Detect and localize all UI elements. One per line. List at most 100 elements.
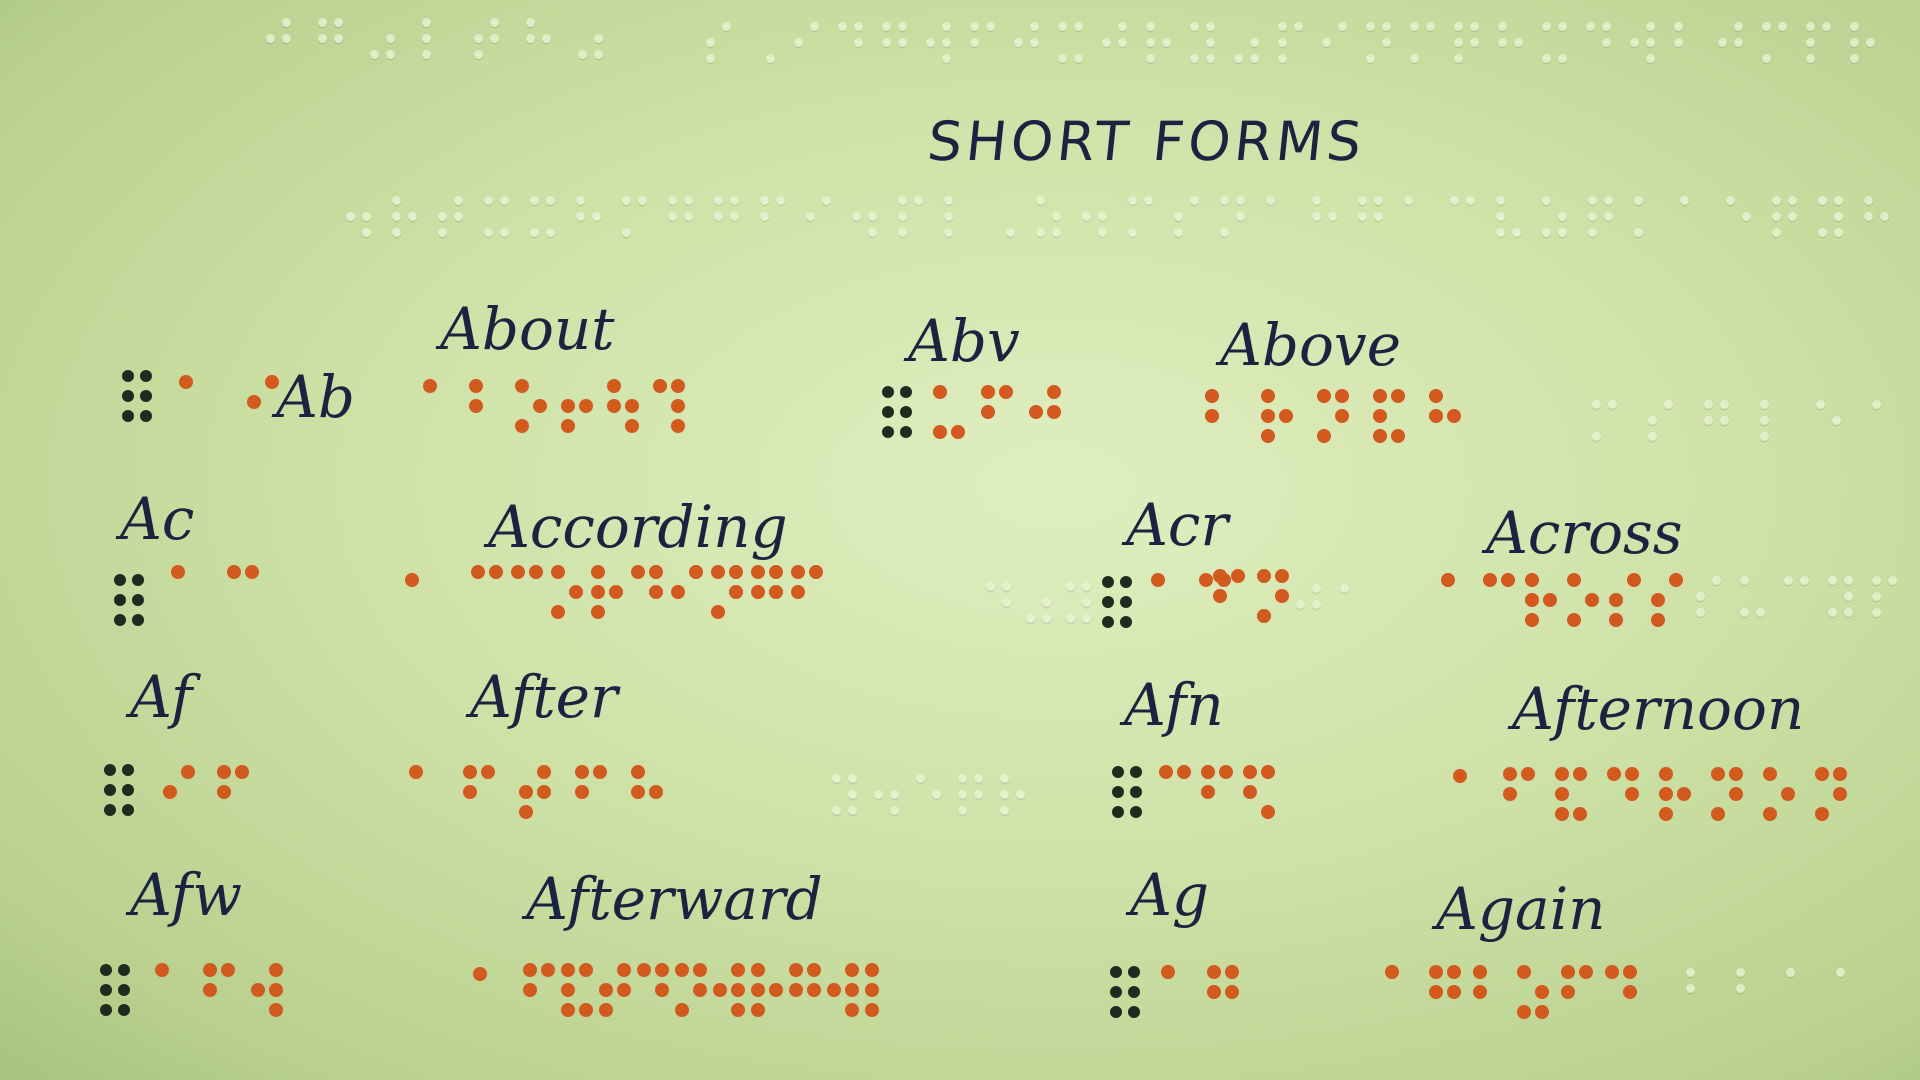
word-above: Above <box>1220 311 1402 379</box>
braille-dot <box>713 983 727 997</box>
prefix-dot <box>900 386 912 398</box>
embossed-dot <box>1685 967 1695 977</box>
embossed-dot <box>1805 53 1815 63</box>
embossed-dot <box>1453 53 1463 63</box>
embossed-dot <box>345 211 355 221</box>
braille-dot <box>1625 767 1639 781</box>
braille-dot <box>471 565 485 579</box>
embossed-dot <box>1805 21 1815 31</box>
braille-dot <box>1833 767 1847 781</box>
braille-dot <box>1525 573 1539 587</box>
embossed-dot <box>1495 227 1505 237</box>
braille-dot <box>1833 787 1847 801</box>
braille-dot <box>591 565 605 579</box>
embossed-dot <box>1073 53 1083 63</box>
embossed-dot <box>621 195 631 205</box>
embossed-dot <box>1685 983 1695 993</box>
embossed-dot <box>1205 37 1215 47</box>
embossed-dot <box>683 195 693 205</box>
braille-dot <box>1543 593 1557 607</box>
braille-dot <box>1573 767 1587 781</box>
embossed-dot <box>545 195 555 205</box>
braille-dot <box>251 983 265 997</box>
braille-dot <box>171 565 185 579</box>
embossed-dot <box>391 211 401 221</box>
braille-dot <box>1555 787 1569 801</box>
embossed-dot <box>941 53 951 63</box>
embossed-dot <box>265 33 275 43</box>
embossed-dot <box>407 211 417 221</box>
embossed-dot <box>421 49 431 59</box>
embossed-dot <box>545 227 555 237</box>
embossed-dot <box>1695 591 1705 601</box>
embossed-dot <box>1587 227 1597 237</box>
embossed-dot <box>1865 37 1875 47</box>
embossed-dot <box>1603 211 1613 221</box>
braille-dot <box>1659 807 1673 821</box>
embossed-dot <box>713 195 723 205</box>
braille-dot <box>599 983 613 997</box>
braille-dot <box>511 565 525 579</box>
prefix-dot <box>1102 596 1114 608</box>
embossed-dot <box>1633 227 1643 237</box>
embossed-dot <box>1799 575 1809 585</box>
braille-dot <box>1579 965 1593 979</box>
embossed-dot <box>1541 227 1551 237</box>
page-title: SHORT FORMS <box>924 110 1369 173</box>
braille-dot <box>951 425 965 439</box>
braille-dot <box>729 585 743 599</box>
prefix-dot <box>122 764 134 776</box>
braille-dot <box>1231 569 1245 583</box>
embossed-dot <box>1189 53 1199 63</box>
prefix-dot <box>114 574 126 586</box>
short-form-afn: Afn <box>1124 671 1224 739</box>
braille-dot <box>1151 573 1165 587</box>
braille-dot <box>751 585 765 599</box>
embossed-dot <box>1843 591 1853 601</box>
embossed-dot <box>973 789 983 799</box>
braille-dot <box>865 983 879 997</box>
braille-dot <box>1555 767 1569 781</box>
embossed-dot <box>637 195 647 205</box>
embossed-dot <box>897 21 907 31</box>
embossed-dot <box>1173 227 1183 237</box>
embossed-dot <box>1871 399 1881 409</box>
prefix-dot <box>1112 786 1124 798</box>
braille-dot <box>1669 573 1683 587</box>
embossed-dot <box>1673 21 1683 31</box>
embossed-dot <box>1833 195 1843 205</box>
embossed-dot <box>1703 415 1713 425</box>
prefix-dot <box>122 784 134 796</box>
embossed-dot <box>1311 195 1321 205</box>
embossed-dot <box>1357 211 1367 221</box>
prefix-dot <box>122 804 134 816</box>
word-across: Across <box>1486 499 1683 567</box>
embossed-dot <box>333 17 343 27</box>
prefix-dot <box>1120 616 1132 628</box>
embossed-dot <box>969 21 979 31</box>
embossed-dot <box>1777 21 1787 31</box>
prefix-dot <box>1110 966 1122 978</box>
prefix-dot <box>1128 966 1140 978</box>
braille-dot <box>533 399 547 413</box>
braille-dot <box>561 963 575 977</box>
braille-dot <box>1391 389 1405 403</box>
embossed-dot <box>897 195 907 205</box>
braille-dot <box>519 785 533 799</box>
embossed-dot <box>281 33 291 43</box>
prefix-dot <box>882 426 894 438</box>
embossed-dot <box>1647 431 1657 441</box>
embossed-dot <box>361 211 371 221</box>
short-form-abv: Abv <box>908 307 1020 375</box>
braille-dot <box>675 963 689 977</box>
short-form-acr: Acr <box>1126 491 1229 559</box>
embossed-dot <box>1295 599 1305 609</box>
prefix-dot <box>1130 786 1142 798</box>
embossed-dot <box>867 211 877 221</box>
prefix-dot <box>118 1004 130 1016</box>
embossed-dot <box>1759 415 1769 425</box>
braille-dot <box>181 765 195 779</box>
embossed-dot <box>957 773 967 783</box>
braille-dot <box>731 963 745 977</box>
braille-dot <box>405 573 419 587</box>
